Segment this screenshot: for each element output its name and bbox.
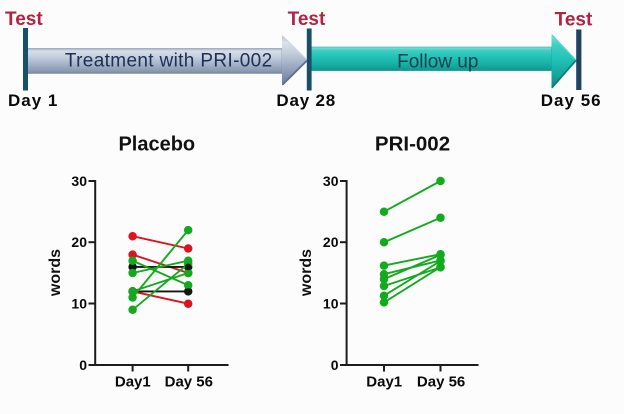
svg-text:Test: Test xyxy=(555,10,593,31)
svg-text:Day 56: Day 56 xyxy=(165,374,213,391)
svg-text:Day 56: Day 56 xyxy=(541,91,602,110)
svg-text:Treatment with PRI-002: Treatment with PRI-002 xyxy=(65,50,273,71)
svg-text:Placebo: Placebo xyxy=(118,134,195,156)
svg-text:words: words xyxy=(47,249,64,297)
svg-text:Day 28: Day 28 xyxy=(276,91,336,110)
svg-text:PRI-002: PRI-002 xyxy=(375,133,450,156)
svg-text:30: 30 xyxy=(71,173,87,189)
svg-text:Day 56: Day 56 xyxy=(417,374,465,391)
svg-text:30: 30 xyxy=(323,173,339,189)
svg-text:10: 10 xyxy=(323,295,339,311)
svg-text:0: 0 xyxy=(79,357,87,373)
svg-text:words: words xyxy=(298,249,315,297)
svg-text:Test: Test xyxy=(5,9,43,30)
svg-text:Test: Test xyxy=(288,9,326,30)
svg-text:Day 1: Day 1 xyxy=(8,91,58,110)
svg-text:0: 0 xyxy=(331,357,339,373)
svg-text:Follow up: Follow up xyxy=(397,51,478,72)
svg-text:Day1: Day1 xyxy=(366,374,402,391)
svg-text:Day1: Day1 xyxy=(115,374,151,391)
svg-text:10: 10 xyxy=(71,295,87,311)
svg-text:20: 20 xyxy=(323,234,339,250)
svg-text:20: 20 xyxy=(71,234,87,250)
